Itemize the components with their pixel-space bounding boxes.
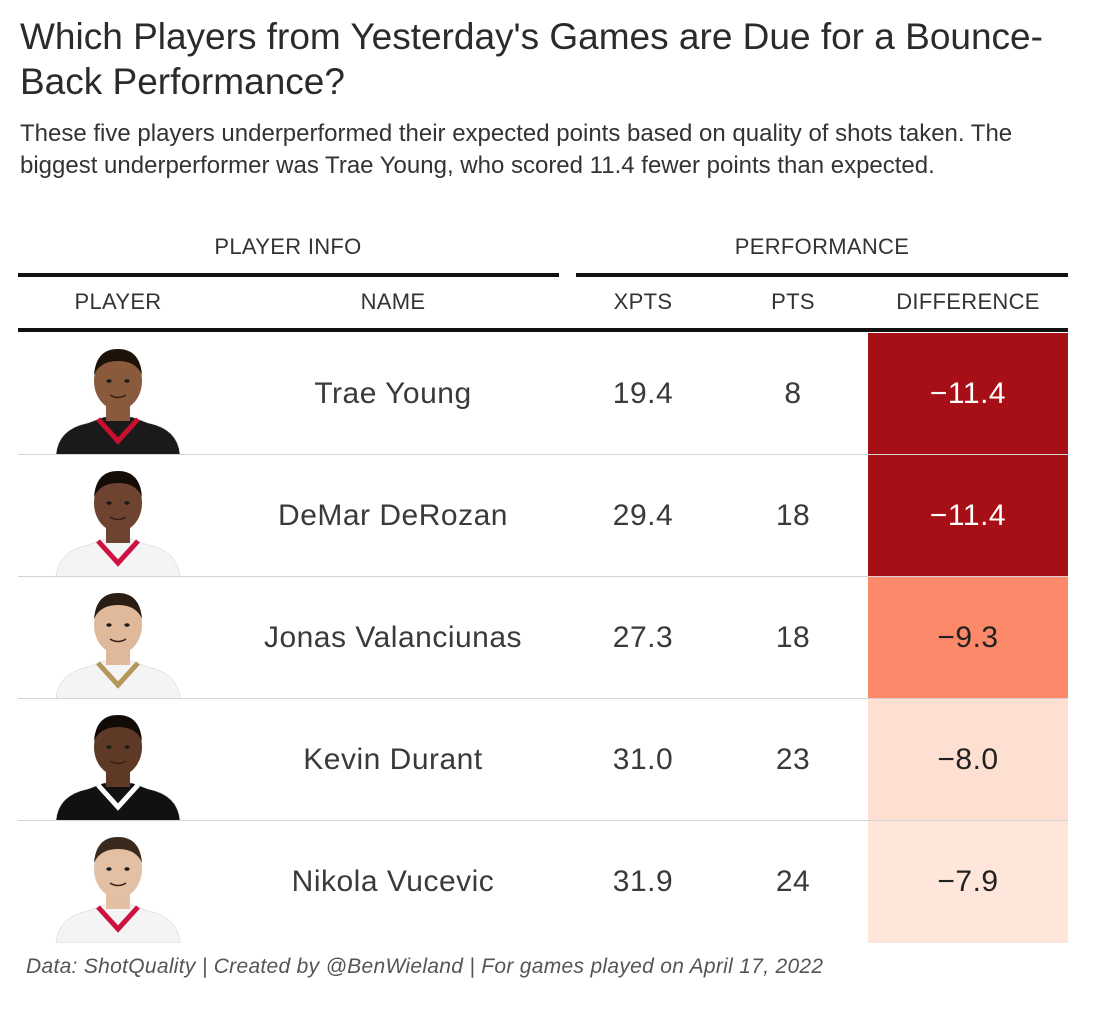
player-name: Jonas Valanciunas bbox=[263, 621, 523, 654]
row-divider bbox=[18, 820, 1068, 821]
difference-value: −8.0 bbox=[868, 699, 1068, 821]
player-headshot-icon bbox=[55, 837, 181, 943]
chart-subtitle: These five players underperformed their … bbox=[20, 120, 1013, 179]
xpts-value: 31.9 bbox=[612, 865, 674, 898]
group-rule-player-info bbox=[18, 273, 559, 277]
player-name: Nikola Vucevic bbox=[291, 865, 495, 898]
pts-value: 24 bbox=[775, 865, 811, 898]
table-row: Nikola Vucevic 31.9 24 −7.9 bbox=[18, 821, 1068, 943]
column-header-pts: PTS bbox=[771, 289, 815, 314]
row-divider bbox=[18, 698, 1068, 699]
player-headshot-icon bbox=[55, 471, 181, 577]
column-header-difference: DIFFERENCE bbox=[896, 289, 1040, 314]
table-row: Trae Young 19.4 8 −11.4 bbox=[18, 333, 1068, 455]
difference-value: −7.9 bbox=[868, 821, 1068, 943]
chart-title: Which Players from Yesterday's Games are… bbox=[20, 16, 1043, 102]
column-header-xpts: XPTS bbox=[613, 289, 673, 314]
player-name: Trae Young bbox=[314, 377, 472, 410]
difference-value: −11.4 bbox=[868, 333, 1068, 455]
table-row: DeMar DeRozan 29.4 18 −11.4 bbox=[18, 455, 1068, 577]
group-label-player-info: PLAYER INFO bbox=[214, 234, 362, 259]
table-row: Kevin Durant 31.0 23 −8.0 bbox=[18, 699, 1068, 821]
column-header-name: NAME bbox=[360, 289, 426, 314]
pts-value: 18 bbox=[775, 621, 811, 654]
column-header-player: PLAYER bbox=[74, 289, 162, 314]
player-headshot-icon bbox=[55, 715, 181, 821]
pts-value: 8 bbox=[784, 377, 802, 410]
header-rule bbox=[18, 328, 1068, 332]
xpts-value: 29.4 bbox=[612, 499, 674, 532]
pts-value: 23 bbox=[775, 743, 811, 776]
xpts-value: 31.0 bbox=[612, 743, 674, 776]
player-name: DeMar DeRozan bbox=[278, 499, 508, 532]
player-name: Kevin Durant bbox=[303, 743, 483, 776]
group-label-performance: PERFORMANCE bbox=[734, 234, 910, 259]
row-divider bbox=[18, 576, 1068, 577]
difference-value: −9.3 bbox=[868, 577, 1068, 699]
pts-value: 18 bbox=[775, 499, 811, 532]
difference-value: −11.4 bbox=[868, 455, 1068, 577]
player-headshot-icon bbox=[55, 349, 181, 455]
player-headshot-icon bbox=[55, 593, 181, 699]
xpts-value: 19.4 bbox=[612, 377, 674, 410]
chart-caption: Data: ShotQuality | Created by @BenWiela… bbox=[26, 955, 824, 978]
row-divider bbox=[18, 454, 1068, 455]
group-rule-performance bbox=[576, 273, 1068, 277]
table-row: Jonas Valanciunas 27.3 18 −9.3 bbox=[18, 577, 1068, 699]
xpts-value: 27.3 bbox=[612, 621, 674, 654]
